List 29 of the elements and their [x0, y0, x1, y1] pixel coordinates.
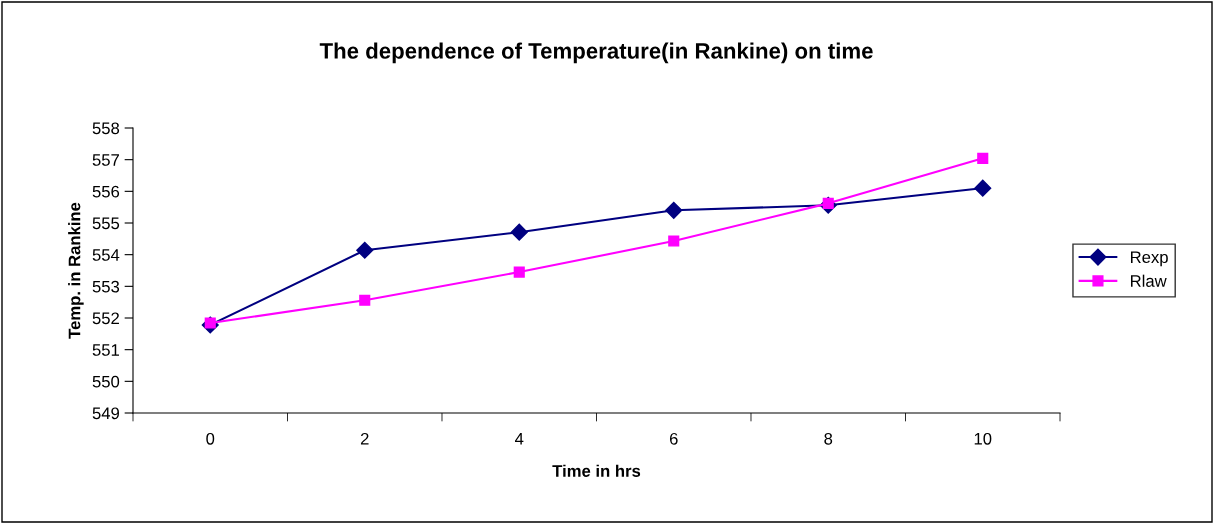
y-tick-label: 554: [92, 249, 120, 261]
y-tick-label: 551: [92, 344, 119, 356]
x-tick-label: 8: [824, 432, 833, 445]
y-tick-label: 557: [92, 154, 119, 166]
y-tick-label: 558: [92, 122, 120, 135]
y-tick-label: 553: [92, 280, 120, 293]
x-axis-title: Time in hrs: [552, 464, 641, 477]
y-tick-label: 556: [92, 185, 120, 198]
point: [977, 152, 989, 164]
x-tick-label: 10: [974, 432, 992, 445]
point: [356, 241, 374, 259]
y-tick-label: 550: [92, 375, 120, 388]
y-tick-label: 552: [92, 312, 119, 325]
point: [510, 223, 528, 241]
legend-label: Rexp: [1131, 251, 1168, 267]
x-tick-label: 4: [515, 433, 524, 445]
x-tick-label: 6: [669, 432, 678, 445]
chart-title: The dependence of Temperature(in Rankine) on time: [319, 42, 873, 64]
y-tick-label: 555: [92, 217, 120, 230]
point: [668, 235, 680, 247]
y-axis-title: Temp. in Rankine: [68, 202, 84, 339]
y-tick-label: 549: [92, 407, 120, 420]
legend-label: Rlaw: [1131, 274, 1167, 287]
x-tick-label: 2: [360, 432, 369, 445]
point: [665, 201, 683, 219]
point: [513, 266, 525, 278]
x-tick-label: 0: [206, 432, 215, 445]
point: [359, 294, 371, 306]
point: [974, 179, 992, 197]
